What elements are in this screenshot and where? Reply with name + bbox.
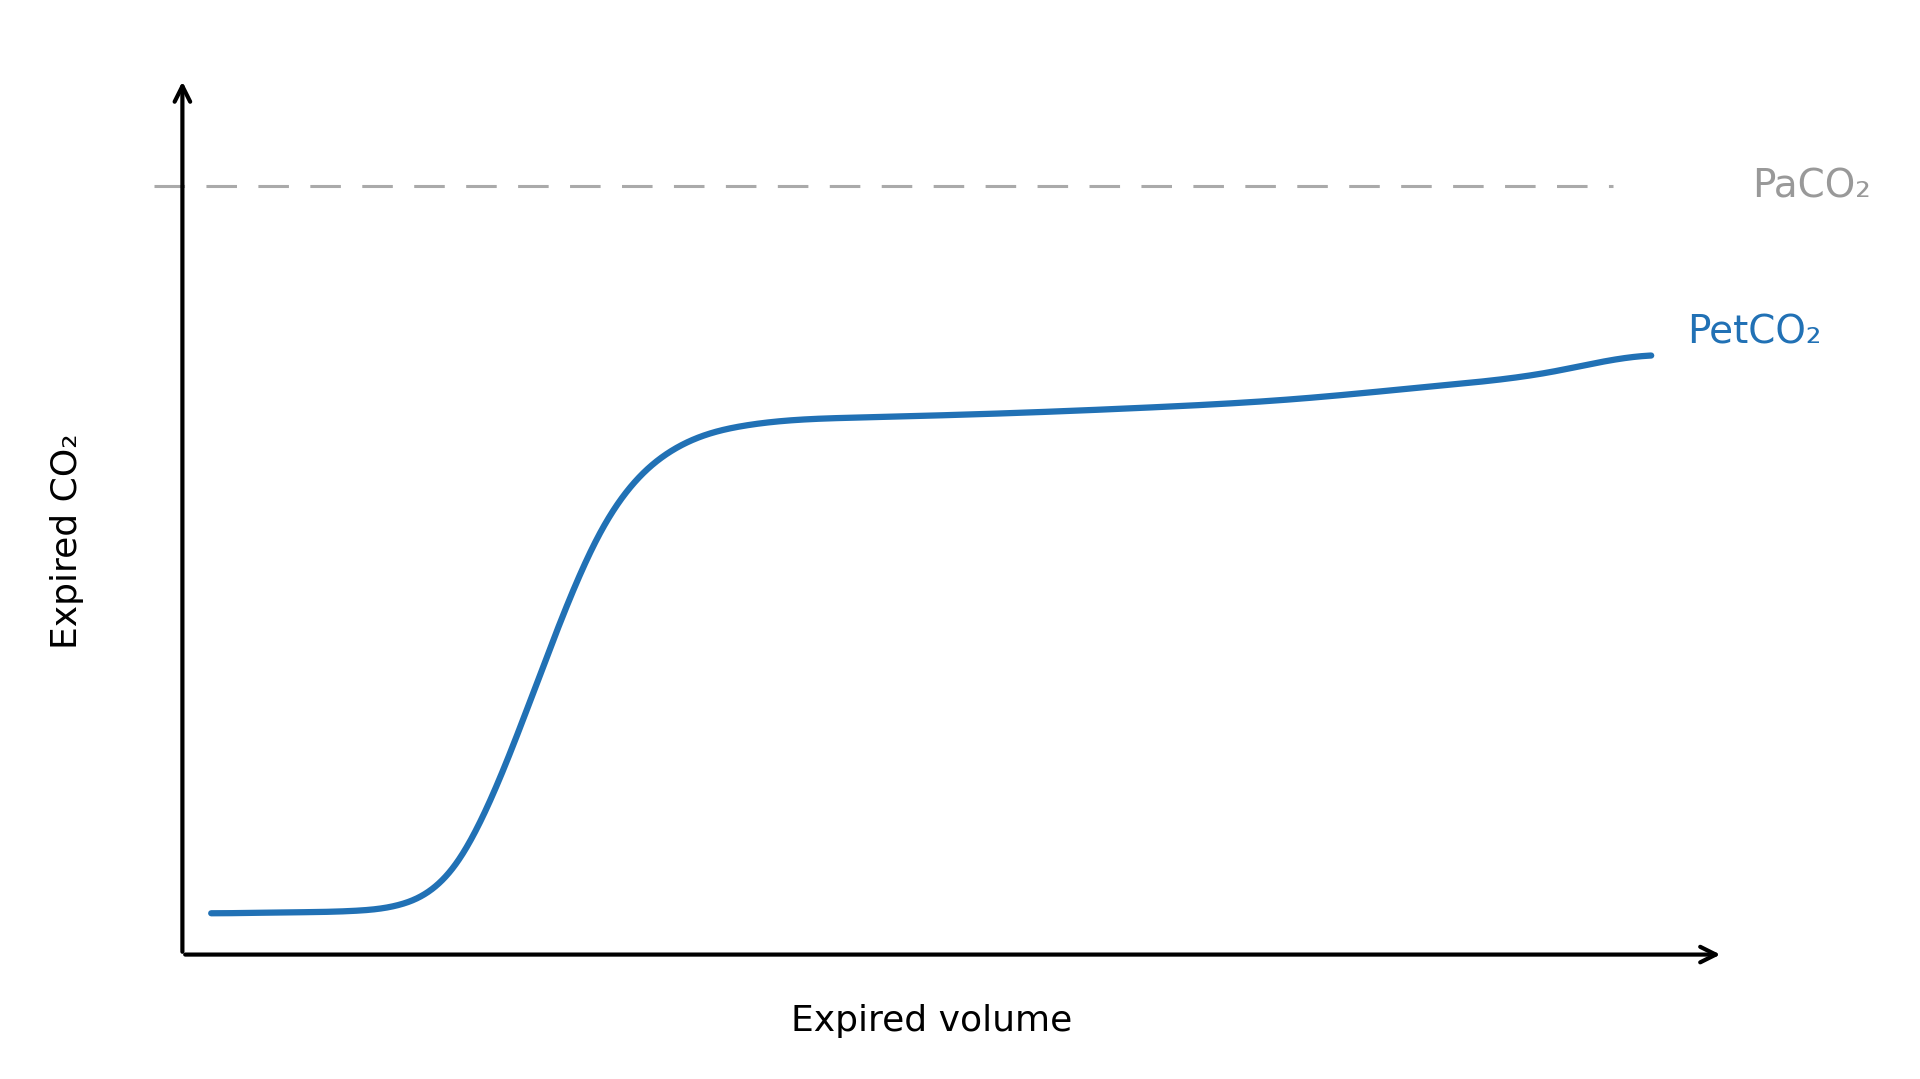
Text: PaCO₂: PaCO₂ <box>1753 167 1870 205</box>
Text: Expired CO₂: Expired CO₂ <box>50 434 84 650</box>
Text: PetCO₂: PetCO₂ <box>1688 313 1822 352</box>
Text: Expired volume: Expired volume <box>791 1003 1071 1038</box>
